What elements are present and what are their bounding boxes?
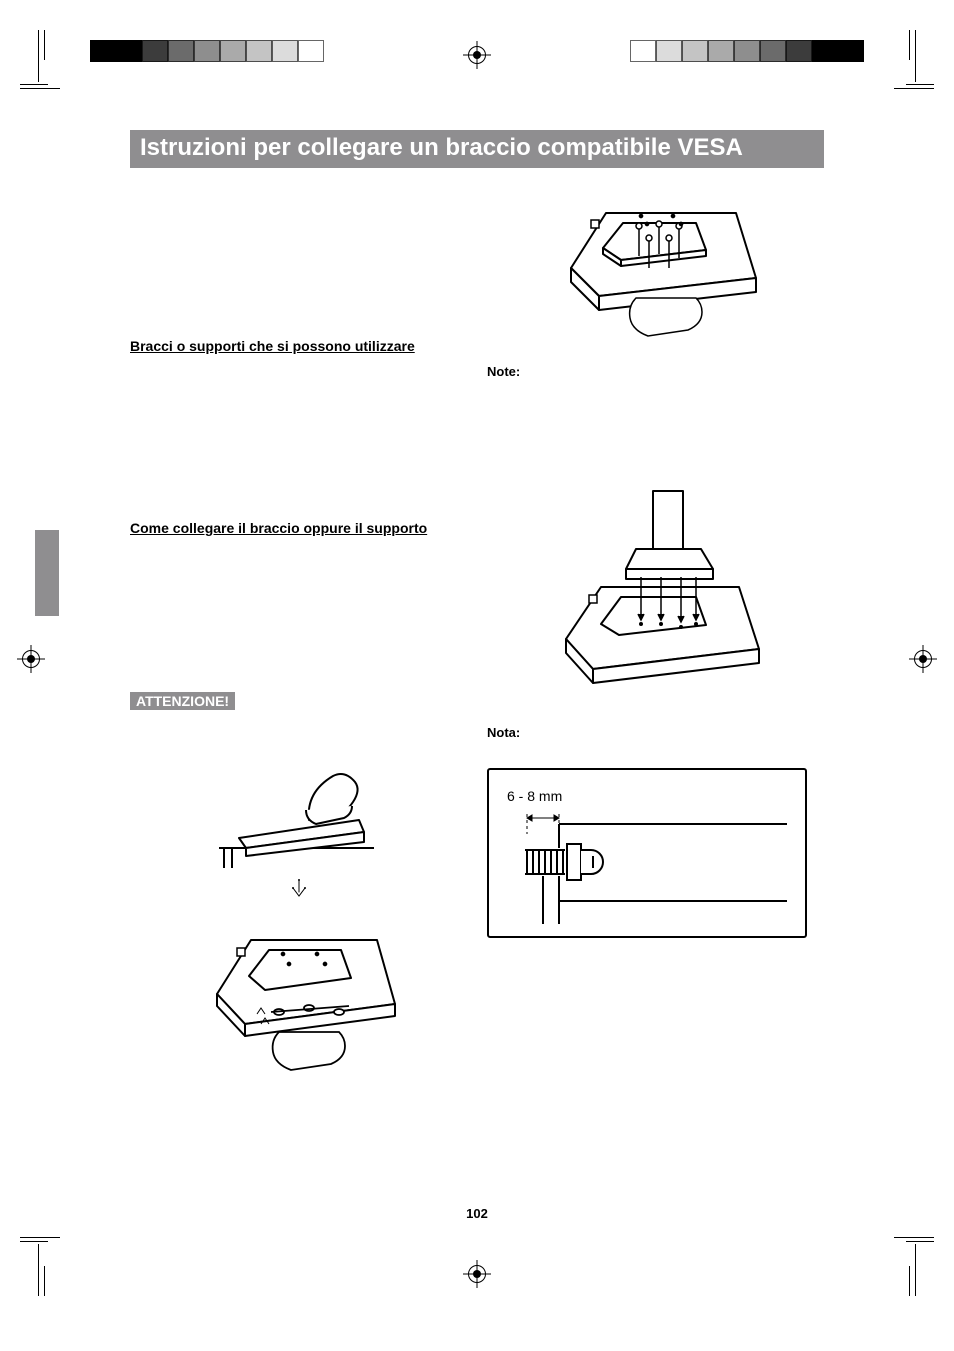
page-section-tab <box>35 530 59 616</box>
figure-arm-attachment <box>541 489 771 709</box>
section-heading-how-to-attach: Come collegare il braccio oppure il supp… <box>130 520 467 536</box>
section-heading-bracket-types: Bracci o supporti che si possono utilizz… <box>130 338 467 354</box>
registration-target-icon <box>466 44 488 66</box>
screw-depth-label: 6 - 8 mm <box>507 788 562 804</box>
registration-target-icon <box>20 648 42 670</box>
figure-screw-depth <box>507 806 797 926</box>
crop-mark-bottom-left <box>20 1236 60 1296</box>
calibration-bar-left <box>90 40 324 62</box>
figure-monitor-face-down <box>214 750 384 870</box>
figure-monitor-stand-removal <box>541 168 771 348</box>
page-title: Istruzioni per collegare un braccio comp… <box>130 130 824 168</box>
calibration-bar-right <box>630 40 864 62</box>
page-content: Istruzioni per collegare un braccio comp… <box>130 130 824 1221</box>
registration-target-icon <box>466 1263 488 1285</box>
crop-mark-top-right <box>894 30 934 90</box>
page-number: 102 <box>466 1206 488 1221</box>
arrow-down-icon <box>130 878 467 900</box>
registration-target-icon <box>912 648 934 670</box>
attention-badge: ATTENZIONE! <box>130 692 235 710</box>
crop-mark-top-left <box>20 30 60 90</box>
figure-monitor-back-no-stand <box>199 912 399 1092</box>
figure-screw-depth-panel: 6 - 8 mm <box>487 768 807 938</box>
crop-mark-bottom-right <box>894 1236 934 1296</box>
note-label-1: Note: <box>487 364 824 379</box>
note-label-2: Nota: <box>487 725 824 740</box>
